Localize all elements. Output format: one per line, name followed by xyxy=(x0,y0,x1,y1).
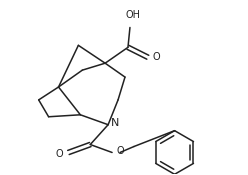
Text: O: O xyxy=(153,52,160,62)
Text: O: O xyxy=(116,146,124,156)
Text: N: N xyxy=(111,118,120,128)
Text: O: O xyxy=(56,149,63,159)
Text: OH: OH xyxy=(125,10,140,20)
